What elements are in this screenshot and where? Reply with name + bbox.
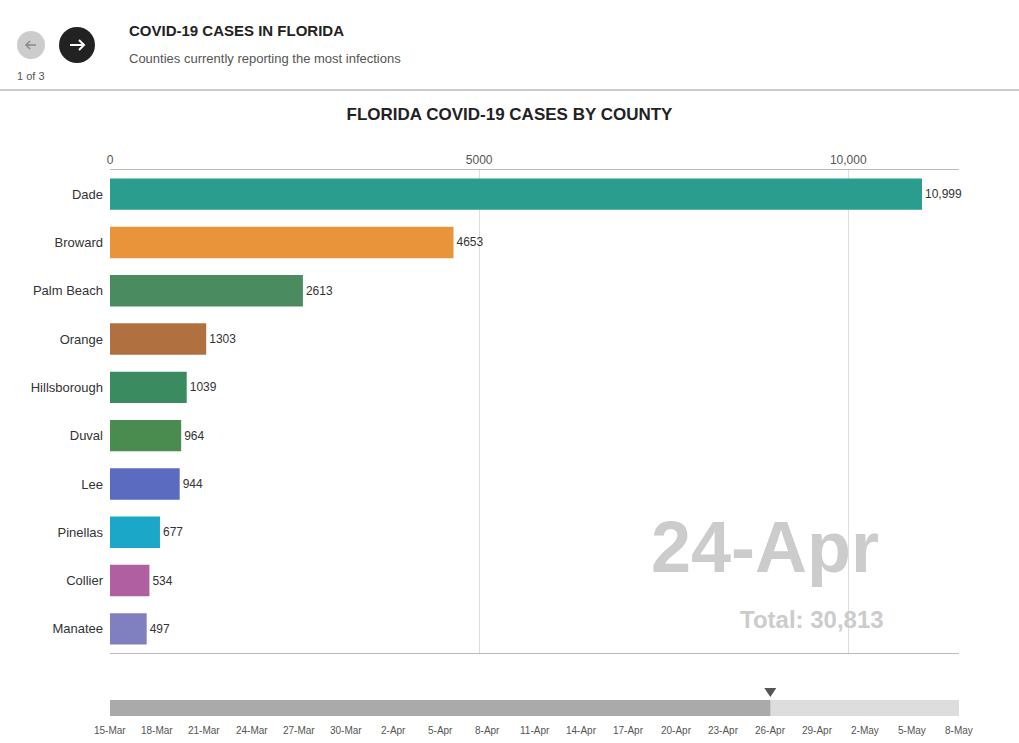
svg-text:10,000: 10,000	[830, 153, 867, 167]
svg-text:Palm Beach: Palm Beach	[33, 283, 103, 298]
svg-text:5-Apr: 5-Apr	[428, 725, 453, 736]
svg-text:30-Mar: 30-Mar	[330, 725, 362, 736]
svg-text:2613: 2613	[306, 284, 333, 298]
svg-text:23-Apr: 23-Apr	[708, 725, 739, 736]
svg-text:29-Apr: 29-Apr	[802, 725, 833, 736]
svg-text:COVID-19 CASES IN FLORIDA: COVID-19 CASES IN FLORIDA	[129, 22, 344, 39]
svg-text:497: 497	[150, 622, 170, 636]
svg-text:Hillsborough: Hillsborough	[31, 380, 103, 395]
svg-text:8-Apr: 8-Apr	[475, 725, 500, 736]
svg-text:Lee: Lee	[81, 477, 103, 492]
svg-text:4653: 4653	[457, 235, 484, 249]
svg-text:15-Mar: 15-Mar	[94, 725, 126, 736]
svg-text:677: 677	[163, 525, 183, 539]
svg-text:1 of 3: 1 of 3	[17, 70, 45, 82]
svg-text:Broward: Broward	[55, 235, 103, 250]
svg-text:Counties currently reporting t: Counties currently reporting the most in…	[129, 51, 401, 66]
svg-text:Pinellas: Pinellas	[57, 525, 103, 540]
svg-text:26-Apr: 26-Apr	[755, 725, 786, 736]
svg-text:17-Apr: 17-Apr	[613, 725, 644, 736]
svg-text:FLORIDA COVID-19 CASES BY COUN: FLORIDA COVID-19 CASES BY COUNTY	[347, 105, 674, 124]
svg-text:Collier: Collier	[66, 573, 104, 588]
svg-text:14-Apr: 14-Apr	[566, 725, 597, 736]
svg-text:2-Apr: 2-Apr	[381, 725, 406, 736]
svg-text:27-Mar: 27-Mar	[283, 725, 315, 736]
svg-text:1039: 1039	[190, 380, 217, 394]
svg-text:11-Apr: 11-Apr	[520, 725, 550, 736]
svg-text:5-May: 5-May	[898, 725, 926, 736]
svg-text:Duval: Duval	[70, 428, 103, 443]
svg-text:2-May: 2-May	[851, 725, 879, 736]
svg-text:964: 964	[184, 429, 204, 443]
svg-text:1303: 1303	[209, 332, 236, 346]
svg-text:0: 0	[107, 153, 114, 167]
svg-text:Manatee: Manatee	[52, 621, 103, 636]
svg-text:20-Apr: 20-Apr	[661, 725, 692, 736]
svg-text:21-Mar: 21-Mar	[188, 725, 220, 736]
svg-text:Dade: Dade	[72, 187, 103, 202]
svg-text:8-May: 8-May	[945, 725, 973, 736]
svg-text:10,999: 10,999	[925, 187, 962, 201]
svg-text:18-Mar: 18-Mar	[141, 725, 173, 736]
svg-text:944: 944	[183, 477, 203, 491]
svg-text:534: 534	[152, 574, 172, 588]
svg-text:24-Mar: 24-Mar	[236, 725, 268, 736]
svg-text:Total: 30,813: Total: 30,813	[740, 606, 884, 633]
svg-text:Orange: Orange	[60, 332, 103, 347]
svg-text:24-Apr: 24-Apr	[651, 507, 879, 587]
svg-text:5000: 5000	[466, 153, 493, 167]
